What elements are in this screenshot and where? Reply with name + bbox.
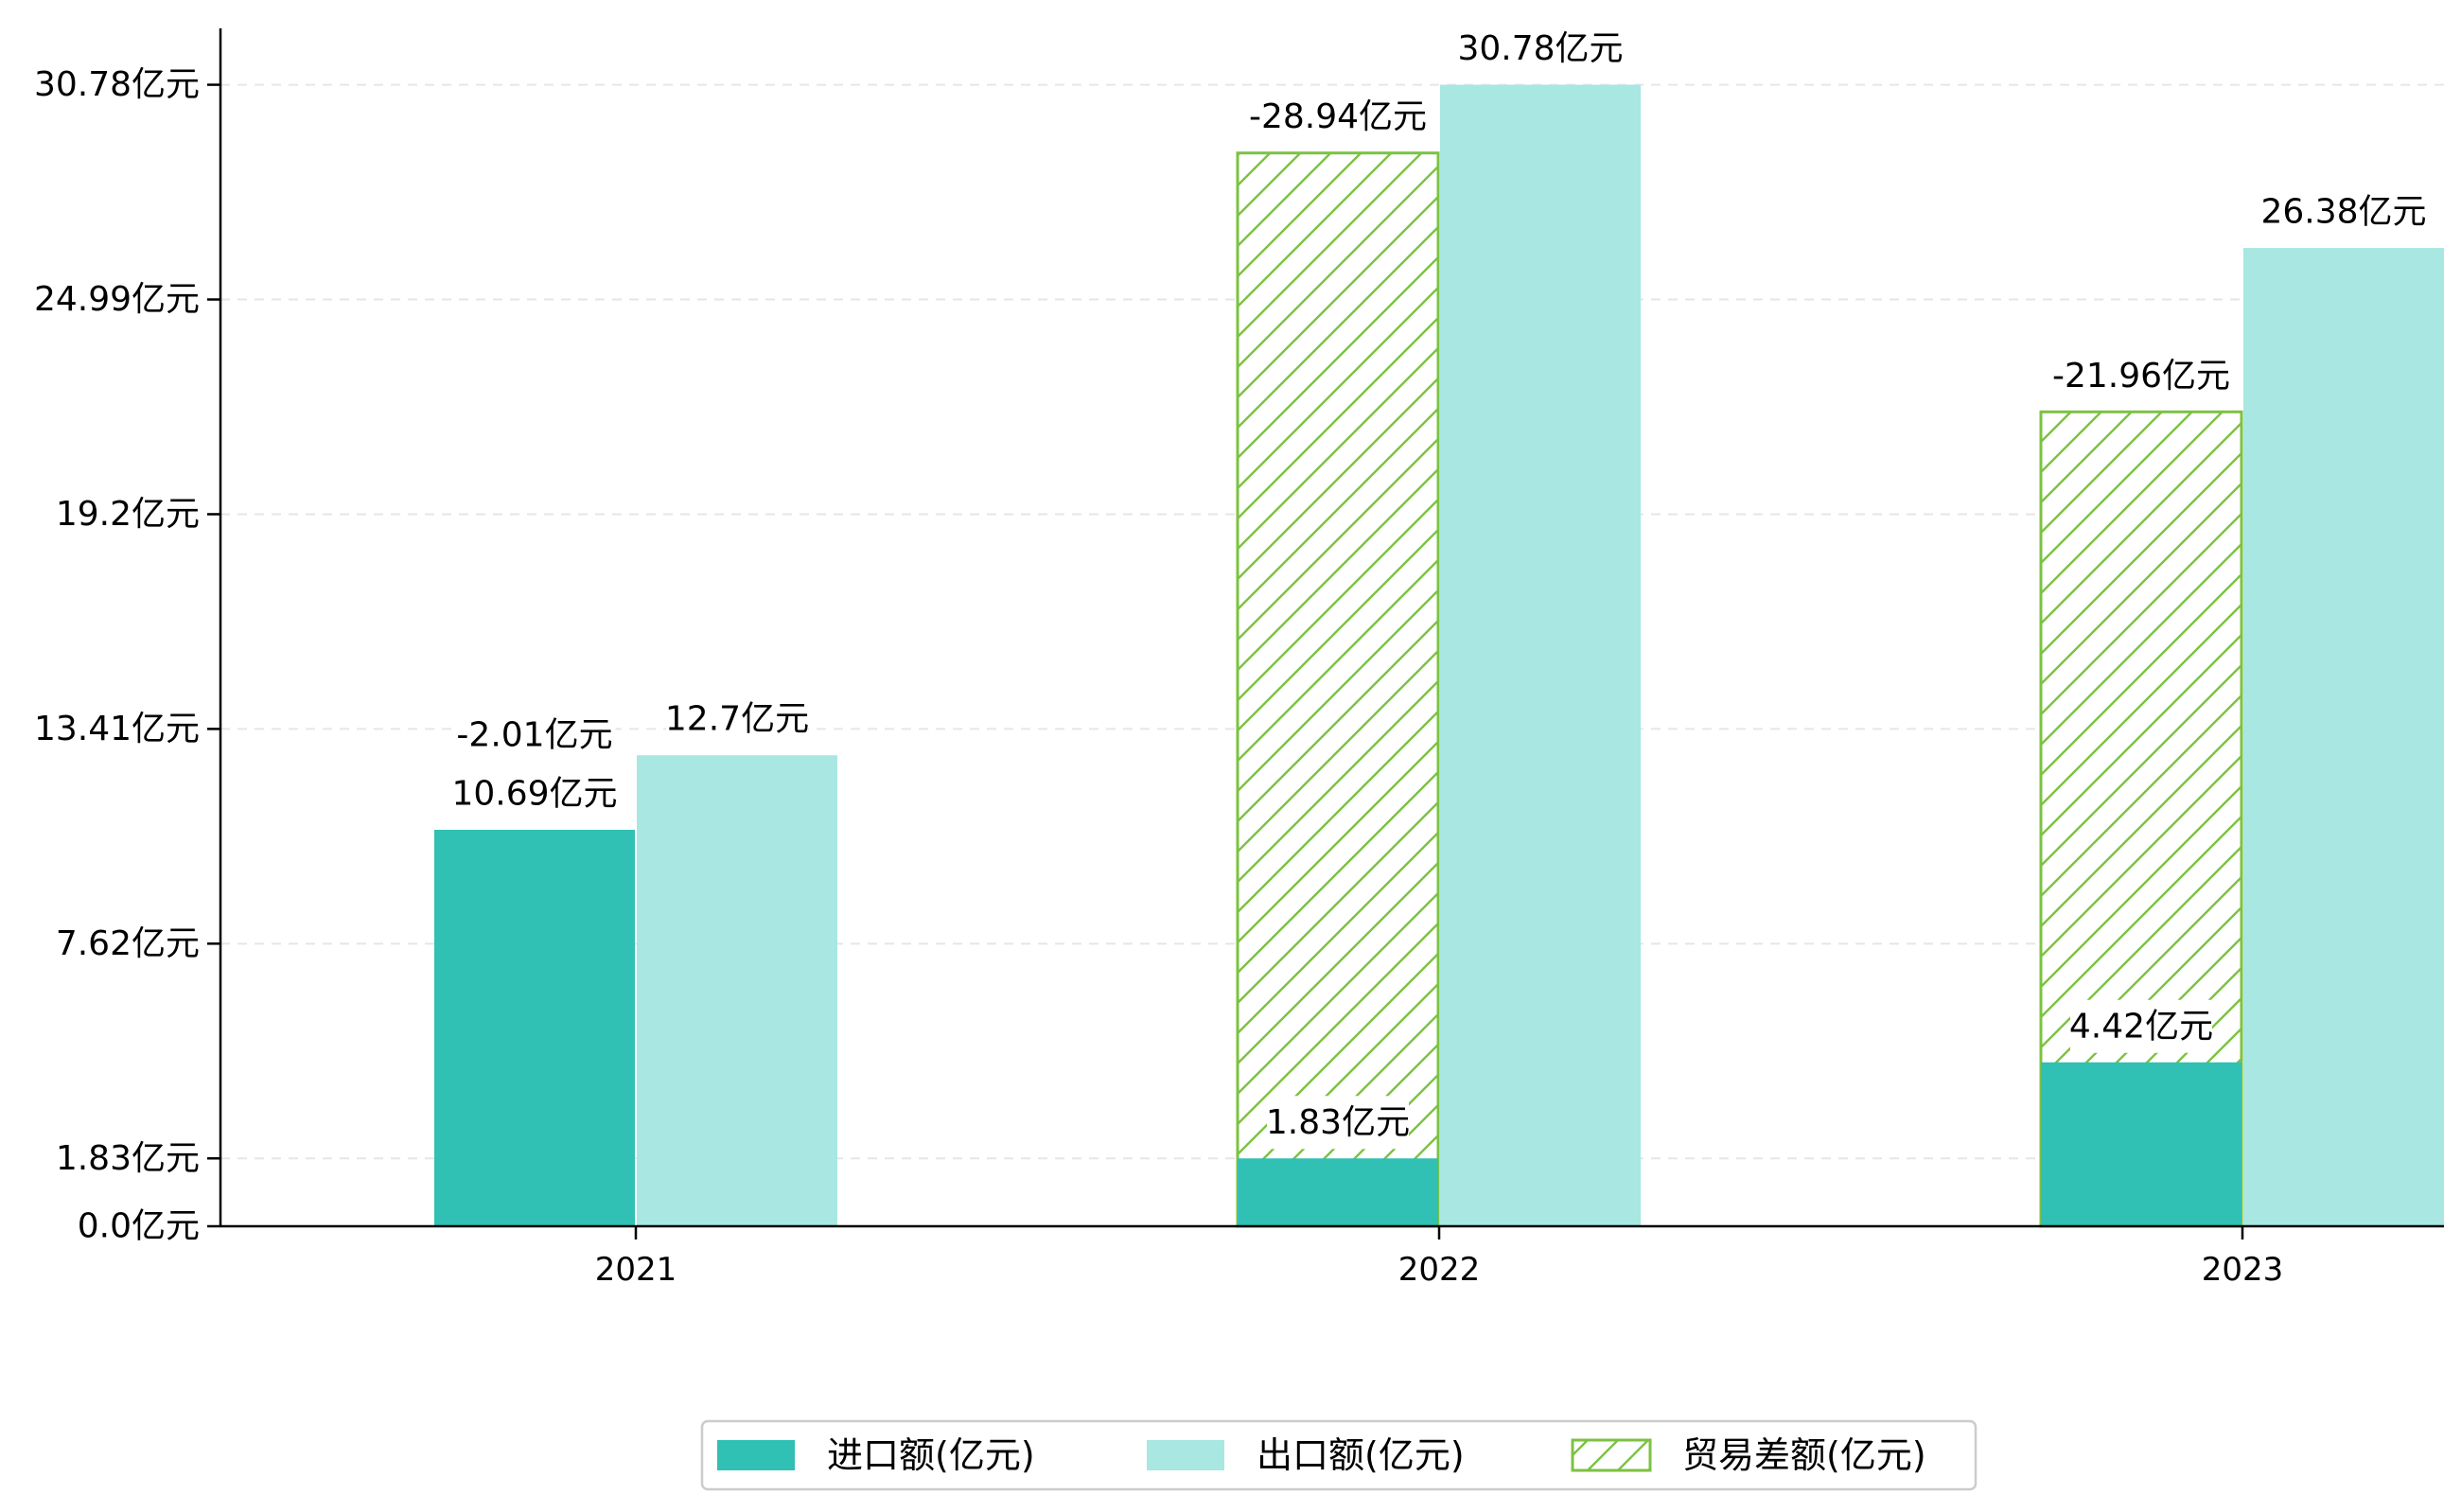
export-value-label: 26.38亿元	[2260, 193, 2426, 232]
legend-swatch	[717, 1440, 795, 1470]
y-tick-label: 7.62亿元	[56, 924, 200, 963]
import-value-label-group: 1.83亿元	[1266, 1096, 1410, 1150]
import-value-label-group: 4.42亿元	[2069, 999, 2213, 1053]
legend-label: 进口额(亿元)	[827, 1434, 1035, 1476]
axes: 0.0亿元 1.83亿元 7.62亿元 13.41亿元 19.2亿元 24.99亿元 30.…	[34, 28, 2444, 1289]
balance-value-label-group: -28.94亿元	[1247, 90, 1429, 144]
balance-value-label-background	[453, 709, 616, 763]
balance-value-label-background	[2050, 349, 2232, 403]
export-value-label: 12.7亿元	[665, 700, 809, 739]
import-value-label: 10.69亿元	[451, 775, 617, 814]
import-bar	[2041, 1062, 2241, 1226]
balance-value-label: -28.94亿元	[1249, 97, 1427, 136]
legend: 进口额(亿元) 出口额(亿元) 贸易差额(亿元)	[700, 1419, 1978, 1491]
export-bar	[2243, 248, 2444, 1226]
balance-value-label: -2.01亿元	[456, 716, 612, 755]
export-value-label: 30.78亿元	[1457, 29, 1623, 68]
import-value-label-group: 10.69亿元	[451, 767, 618, 821]
x-tick-label: 2022	[1398, 1251, 1481, 1289]
legend-label: 出口额(亿元)	[1257, 1434, 1465, 1476]
import-value-label-background	[1267, 1096, 1409, 1150]
x-tick-label: 2023	[2202, 1251, 2284, 1289]
legend-box	[700, 1419, 1978, 1491]
export-bar	[1440, 84, 1641, 1227]
legend-swatch	[1571, 1438, 1652, 1472]
import-bar	[1238, 1158, 1438, 1226]
balance-bar	[1236, 151, 1440, 1228]
import-value-label: 1.83亿元	[1266, 1103, 1410, 1142]
legend-swatch	[1147, 1440, 1224, 1470]
balance-value-label-background	[1247, 90, 1429, 144]
export-value-label-background	[2262, 185, 2425, 239]
export-value-label-background	[666, 693, 808, 747]
y-tick-label: 1.83亿元	[56, 1139, 200, 1178]
balance-value-label-group: -21.96亿元	[2050, 349, 2232, 403]
y-tick-label: 0.0亿元	[78, 1207, 200, 1246]
y-tick-label: 13.41亿元	[34, 710, 200, 748]
bars	[434, 84, 2444, 1228]
import-bar	[434, 830, 635, 1226]
export-value-label-background	[1459, 22, 1622, 76]
y-tick-label: 30.78亿元	[34, 65, 200, 104]
export-value-label-group: 30.78亿元	[1457, 22, 1624, 76]
y-tick-label: 19.2亿元	[56, 495, 200, 534]
export-value-label-group: 12.7亿元	[665, 693, 809, 747]
legend-label: 贸易差额(亿元)	[1682, 1434, 1926, 1476]
balance-value-label-group: -2.01亿元	[453, 709, 616, 763]
x-tick-label: 2021	[595, 1251, 677, 1289]
balance-value-label: -21.96亿元	[2052, 357, 2230, 396]
import-value-label-background	[2070, 999, 2212, 1053]
export-bar	[637, 755, 837, 1226]
y-tick-label: 24.99亿元	[34, 280, 200, 319]
data-labels: 10.69亿元 12.7亿元 -2.01亿元 1.83亿元 30.78亿元 -28.94亿…	[451, 22, 2427, 1150]
export-value-label-group: 26.38亿元	[2260, 185, 2427, 239]
import-value-label-background	[453, 767, 616, 821]
import-value-label: 4.42亿元	[2069, 1007, 2213, 1046]
